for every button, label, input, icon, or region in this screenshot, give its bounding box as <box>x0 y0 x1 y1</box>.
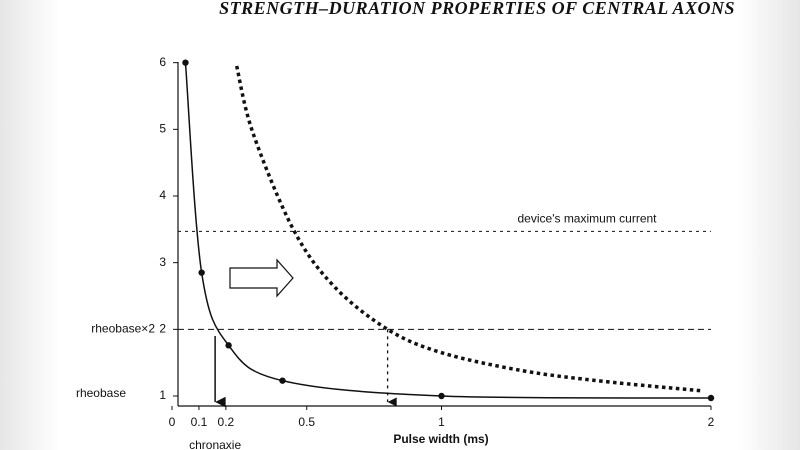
data-point <box>182 59 189 66</box>
side-shade <box>0 0 60 450</box>
x-tick-label: 2 <box>708 415 715 429</box>
data-point <box>279 377 286 384</box>
x-tick-label: 0.2 <box>218 415 235 429</box>
y-tick-label: 4 <box>159 188 166 202</box>
data-point <box>198 269 205 276</box>
data-point <box>225 342 232 349</box>
series-line <box>234 65 701 393</box>
x-tick-label: 0.1 <box>191 415 208 429</box>
hollow-arrow <box>229 258 294 298</box>
series-line <box>184 62 712 399</box>
y-tick-label: 2 <box>159 322 166 336</box>
chart-title: STRENGTH–DURATION PROPERTIES OF CENTRAL … <box>219 0 735 18</box>
annotation: rheobase <box>76 386 126 400</box>
x-axis-label: Pulse width (ms) <box>393 432 488 446</box>
x-tick-label: 0 <box>169 415 176 429</box>
annotation: chronaxie <box>189 438 241 450</box>
side-shade <box>738 0 800 450</box>
y-tick-label: 1 <box>159 388 166 402</box>
data-point <box>438 392 445 400</box>
y-tick-label: 3 <box>159 255 166 269</box>
y-tick-label: 5 <box>159 122 166 136</box>
data-point <box>707 394 715 402</box>
x-tick-label: 1 <box>438 415 445 429</box>
x-tick-label: 0.5 <box>298 415 315 429</box>
reference-label: rheobase×2 <box>91 322 155 336</box>
y-tick-label: 6 <box>159 55 166 69</box>
reference-label: device's maximum current <box>518 212 658 226</box>
